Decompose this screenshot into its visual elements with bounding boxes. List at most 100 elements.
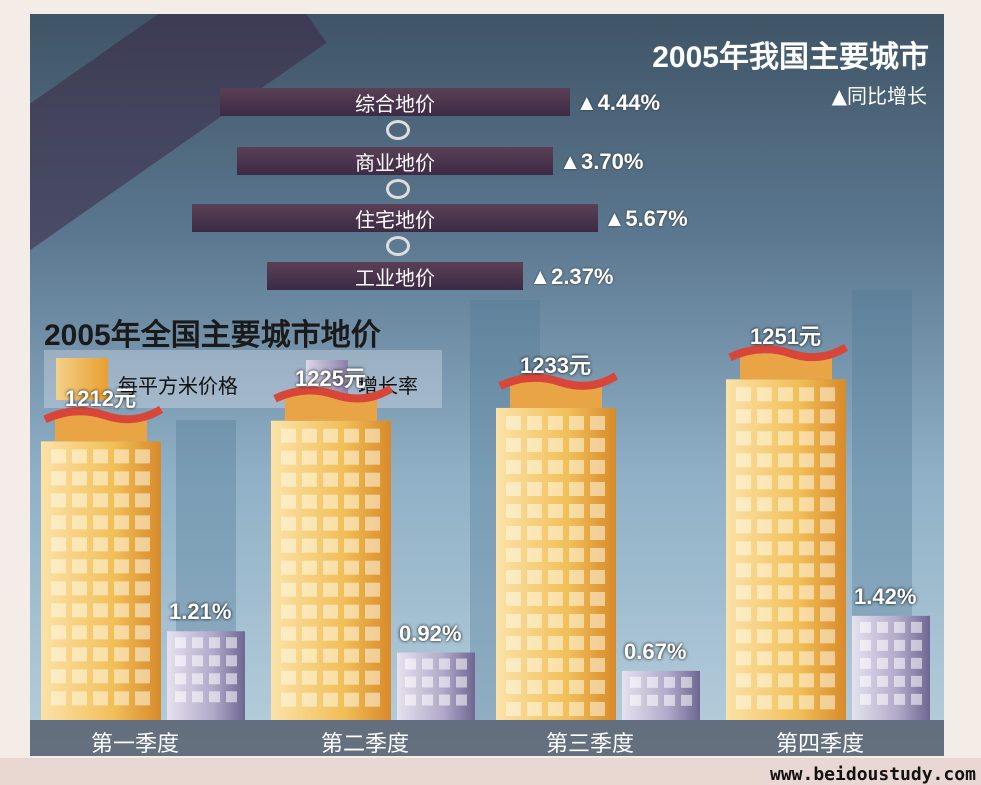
window [323, 428, 338, 443]
window [799, 629, 814, 644]
window [548, 679, 563, 694]
window [365, 516, 380, 531]
window [548, 503, 563, 518]
window [365, 626, 380, 641]
top-bar: 工业地价 [266, 262, 524, 290]
top-bar-label: 综合地价 [354, 91, 435, 116]
window [281, 494, 296, 509]
window [405, 658, 416, 670]
window [365, 560, 380, 575]
window [93, 581, 108, 596]
window [778, 475, 793, 490]
window [820, 695, 835, 710]
window [757, 453, 772, 468]
window [281, 648, 296, 663]
window [506, 569, 521, 584]
window [506, 437, 521, 452]
window [757, 673, 772, 688]
watermark: www.beidoustudy.com [770, 764, 976, 785]
window [365, 648, 380, 663]
window [365, 450, 380, 465]
window [736, 629, 751, 644]
window [548, 591, 563, 606]
window [135, 493, 150, 508]
window [302, 582, 317, 597]
window [344, 670, 359, 685]
window [365, 538, 380, 553]
window [569, 481, 584, 496]
window [175, 655, 186, 667]
window [527, 569, 542, 584]
window [894, 639, 905, 651]
window [877, 621, 888, 633]
window [344, 582, 359, 597]
flag-icon [43, 405, 164, 424]
window [569, 657, 584, 672]
window [590, 701, 605, 716]
window [51, 603, 66, 618]
window [344, 538, 359, 553]
window [548, 459, 563, 474]
window [72, 691, 87, 706]
window [302, 560, 317, 575]
window [527, 613, 542, 628]
window [135, 471, 150, 486]
window [590, 679, 605, 694]
window [590, 437, 605, 452]
window [736, 497, 751, 512]
window [114, 691, 129, 706]
window [51, 537, 66, 552]
window [93, 669, 108, 684]
window [548, 657, 563, 672]
window [135, 559, 150, 574]
window [72, 559, 87, 574]
window [894, 675, 905, 687]
top-chart-title: 2005年我国主要城市 [652, 41, 929, 74]
window [302, 604, 317, 619]
window [757, 431, 772, 446]
window [439, 658, 450, 670]
window [630, 676, 641, 688]
window [877, 693, 888, 705]
window [344, 604, 359, 619]
window [778, 409, 793, 424]
window [860, 621, 871, 633]
chain-ring-icon [386, 179, 410, 199]
window [51, 669, 66, 684]
price-value-label: 1212元 [65, 386, 136, 412]
window [281, 604, 296, 619]
window [439, 676, 450, 688]
quarter-axis-strip [30, 720, 944, 756]
window [72, 493, 87, 508]
window [877, 657, 888, 669]
window [135, 669, 150, 684]
window [302, 428, 317, 443]
window [799, 695, 814, 710]
window [548, 613, 563, 628]
window [757, 409, 772, 424]
window [778, 629, 793, 644]
window [778, 497, 793, 512]
window [664, 676, 675, 688]
window [72, 537, 87, 552]
window [192, 655, 203, 667]
window [548, 701, 563, 716]
window [344, 494, 359, 509]
window [590, 503, 605, 518]
window [757, 629, 772, 644]
window [799, 409, 814, 424]
window [114, 471, 129, 486]
window [114, 603, 129, 618]
window [323, 626, 338, 641]
window [569, 701, 584, 716]
window [344, 472, 359, 487]
window [820, 651, 835, 666]
price-value-label: 1225元 [295, 365, 366, 391]
window [778, 453, 793, 468]
window [281, 472, 296, 487]
window [323, 670, 338, 685]
window [820, 673, 835, 688]
window [911, 639, 922, 651]
window [281, 626, 296, 641]
window [820, 387, 835, 402]
